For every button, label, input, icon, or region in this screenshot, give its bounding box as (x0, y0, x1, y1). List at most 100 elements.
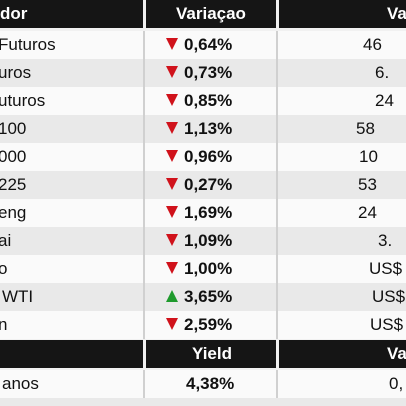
row-name: ai (0, 231, 12, 250)
column-separator (276, 311, 278, 339)
column-separator (276, 255, 278, 283)
row-change: 1,69% (166, 199, 232, 227)
header-value: Va (387, 4, 406, 23)
table-row: 225 0,27% 53 (0, 171, 406, 199)
header-separator (143, 340, 146, 368)
row-name: o (0, 259, 8, 278)
table-row: uros 0,73% 6. (0, 59, 406, 87)
up-arrow-icon (166, 289, 178, 302)
down-arrow-icon (166, 233, 178, 246)
column-separator (143, 227, 145, 255)
row-change-value: 1,09% (184, 231, 233, 250)
row-change: 0,73% (166, 59, 232, 87)
row-change: 0,96% (166, 143, 232, 171)
column-separator (143, 283, 145, 311)
column-separator (143, 143, 145, 171)
row-value: 6. (375, 63, 390, 82)
row-change-value: 1,00% (184, 259, 233, 278)
column-separator (143, 115, 145, 143)
column-separator (276, 171, 278, 199)
row-change: 1,00% (166, 255, 232, 283)
row-change-value: 1,69% (184, 203, 233, 222)
header-indicator: dor (0, 4, 28, 23)
table-row: 100 1,13% 58 (0, 115, 406, 143)
yield-header: Yield Va (0, 340, 406, 368)
row-name: 225 (0, 175, 27, 194)
column-separator (143, 31, 145, 59)
row-change-value: 2,59% (184, 315, 233, 334)
column-separator (143, 311, 145, 339)
column-separator (276, 199, 278, 227)
row-change-value: 3,65% (184, 287, 233, 306)
column-separator (276, 115, 278, 143)
row-value: 53 (358, 175, 377, 194)
row-change-value: 0,96% (184, 147, 233, 166)
down-arrow-icon (166, 317, 178, 330)
down-arrow-icon (166, 65, 178, 78)
column-separator (276, 87, 278, 115)
row-value: 58 (356, 119, 375, 138)
column-separator (276, 59, 278, 87)
row-change: 2,59% (166, 311, 232, 339)
row-value: 24 (375, 91, 394, 110)
column-separator (143, 171, 145, 199)
header-separator (276, 340, 279, 368)
down-arrow-icon (166, 37, 178, 50)
header-yield: Yield (192, 344, 232, 363)
row-change: 1,13% (166, 115, 232, 143)
row-name: n (0, 315, 8, 334)
row-value: 0, (389, 374, 404, 393)
row-change: 1,09% (166, 227, 232, 255)
row-name: 100 (0, 119, 27, 138)
table-row: WTI 3,65% US$ (0, 283, 406, 311)
column-separator (143, 255, 145, 283)
table-row: Futuros 0,64% 46 (0, 31, 406, 59)
table-header: dor Variaçao Va (0, 0, 406, 28)
row-value: US$ (369, 259, 403, 278)
row-name: uros (0, 63, 32, 82)
row-name: eng (0, 203, 27, 222)
row-change: 0,27% (166, 171, 232, 199)
header-separator (276, 0, 279, 28)
row-change-value: 0,73% (184, 63, 233, 82)
row-change-value: 0,64% (184, 35, 233, 54)
down-arrow-icon (166, 149, 178, 162)
column-separator (143, 370, 145, 398)
down-arrow-icon (166, 261, 178, 274)
column-separator (276, 31, 278, 59)
row-name: 000 (0, 147, 27, 166)
row-name: uturos (0, 91, 46, 110)
row-value: 24 (358, 203, 377, 222)
header-variation: Variaçao (176, 4, 246, 23)
row-change-value: 0,27% (184, 175, 233, 194)
row-yield: 4,38% (186, 374, 235, 393)
row-change: 0,85% (166, 87, 232, 115)
header-value-2: Va (387, 344, 406, 363)
down-arrow-icon (166, 121, 178, 134)
column-separator (276, 143, 278, 171)
row-change: 0,64% (166, 31, 232, 59)
down-arrow-icon (166, 93, 178, 106)
row-value: US$ (370, 315, 404, 334)
header-separator (143, 0, 146, 28)
column-separator (143, 87, 145, 115)
table-row: uturos 0,85% 24 (0, 87, 406, 115)
row-change-value: 0,85% (184, 91, 233, 110)
row-value: US$ (372, 287, 406, 306)
column-separator (276, 227, 278, 255)
row-change-value: 1,13% (184, 119, 233, 138)
row-value: 46 (363, 35, 382, 54)
table-row: anos 4,38% 0, (0, 370, 406, 398)
table-row: o 1,00% US$ (0, 255, 406, 283)
table-row: eng 1,69% 24 (0, 199, 406, 227)
column-separator (143, 199, 145, 227)
row-edge (0, 398, 406, 406)
row-name: WTI (2, 287, 34, 306)
table-row: 000 0,96% 10 (0, 143, 406, 171)
column-separator (276, 370, 278, 398)
table-row: ai 1,09% 3. (0, 227, 406, 255)
down-arrow-icon (166, 177, 178, 190)
row-name: Futuros (0, 35, 56, 54)
row-change: 3,65% (166, 283, 232, 311)
